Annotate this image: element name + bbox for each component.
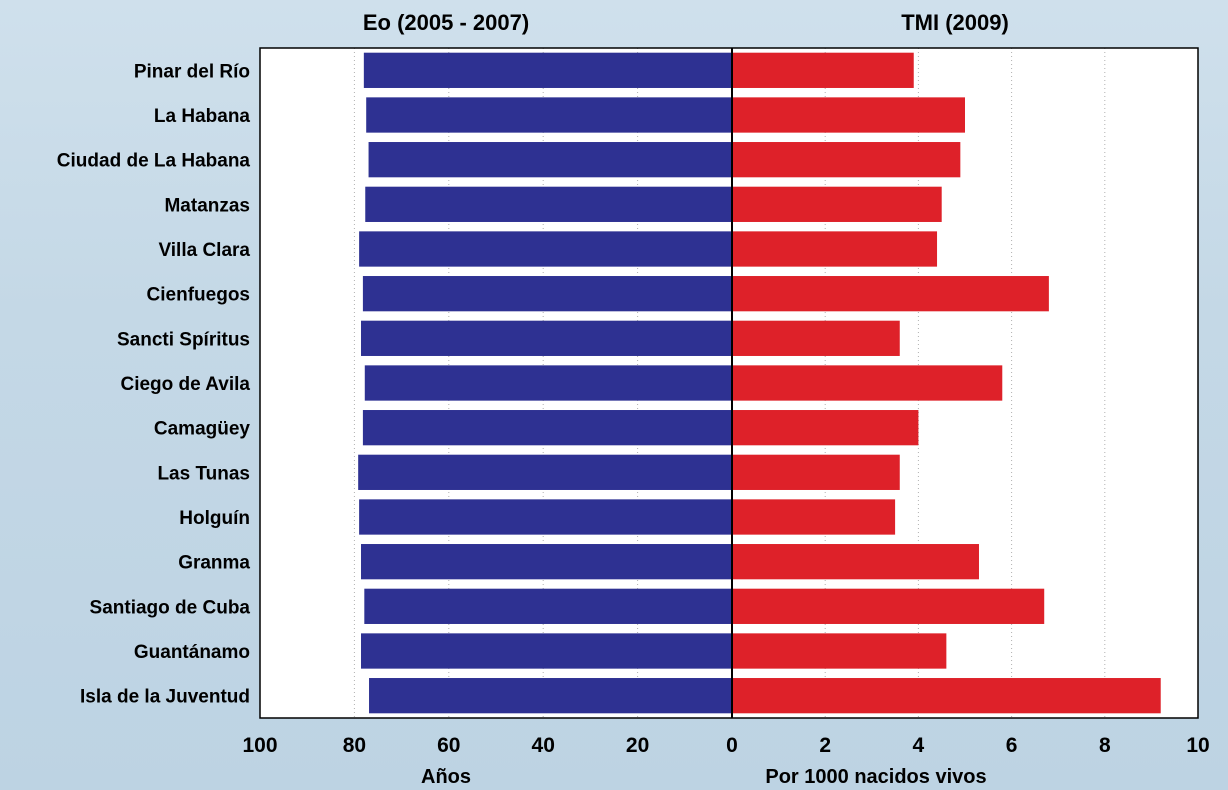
- category-label: Villa Clara: [158, 240, 250, 261]
- left-tick-label: 40: [532, 734, 555, 757]
- tmi-bar: [732, 186, 942, 222]
- category-label: Santiago de Cuba: [90, 597, 251, 618]
- right-tick-label: 6: [1006, 734, 1018, 757]
- category-labels: Pinar del Río La Habana Ciudad de La Haban…: [57, 61, 251, 707]
- left-tick-label: 80: [343, 734, 366, 757]
- eo-bar: [364, 588, 732, 624]
- tmi-bar: [732, 499, 896, 535]
- eo-bar: [361, 544, 732, 580]
- tick-labels: 100 80 60 40 20 0 2 4 6 8 10: [242, 734, 1209, 757]
- category-label: Pinar del Río: [134, 61, 250, 82]
- category-label: Camagüey: [154, 419, 251, 440]
- category-label: La Habana: [154, 106, 251, 127]
- right-tick-label: 0: [726, 734, 738, 757]
- right-tick-label: 2: [819, 734, 831, 757]
- right-tick-label: 8: [1099, 734, 1111, 757]
- category-label: Ciego de Avila: [120, 374, 250, 395]
- eo-bar: [362, 276, 732, 312]
- eo-bar: [365, 186, 732, 222]
- tmi-bar: [732, 678, 1161, 714]
- left-tick-label: 20: [626, 734, 649, 757]
- left-chart-title: Eo (2005 - 2007): [363, 10, 529, 35]
- tmi-bar: [732, 231, 938, 267]
- category-label: Holguín: [179, 508, 250, 529]
- eo-bar: [362, 410, 732, 446]
- category-label: Isla de la Juventud: [80, 687, 250, 708]
- tmi-bar: [732, 97, 965, 133]
- category-label: Las Tunas: [157, 463, 250, 484]
- eo-bar: [363, 52, 732, 88]
- eo-bar: [364, 365, 732, 401]
- left-tick-label: 60: [437, 734, 460, 757]
- right-x-axis-label: Por 1000 nacidos vivos: [765, 766, 986, 788]
- tmi-bar: [732, 544, 979, 580]
- eo-bar: [361, 633, 732, 669]
- tmi-bar: [732, 365, 1003, 401]
- category-label: Sancti Spíritus: [117, 329, 250, 350]
- right-tick-label: 10: [1186, 734, 1209, 757]
- tmi-bars: [732, 52, 1161, 714]
- tmi-bar: [732, 588, 1045, 624]
- tmi-bar: [732, 633, 947, 669]
- eo-bar: [359, 499, 732, 535]
- eo-bar: [369, 678, 732, 714]
- eo-bar: [361, 320, 732, 356]
- category-label: Granma: [178, 553, 250, 574]
- right-chart-title: TMI (2009): [901, 10, 1009, 35]
- category-label: Ciudad de La Habana: [57, 151, 251, 172]
- tmi-bar: [732, 276, 1049, 312]
- category-label: Matanzas: [164, 195, 250, 216]
- left-tick-label: 100: [242, 734, 277, 757]
- category-label: Guantánamo: [134, 642, 250, 663]
- right-tick-label: 4: [913, 734, 925, 757]
- left-x-axis-label: Años: [421, 766, 471, 788]
- eo-bar: [366, 97, 732, 133]
- tmi-bar: [732, 320, 900, 356]
- eo-bar: [359, 231, 732, 267]
- eo-bar: [358, 454, 732, 490]
- tmi-bar: [732, 142, 961, 178]
- tmi-bar: [732, 454, 900, 490]
- eo-bars: [358, 52, 732, 714]
- eo-bar: [368, 142, 732, 178]
- plot-frame: [259, 47, 1199, 719]
- tmi-bar: [732, 410, 919, 446]
- tmi-bar: [732, 52, 914, 88]
- category-label: Cienfuegos: [147, 285, 250, 306]
